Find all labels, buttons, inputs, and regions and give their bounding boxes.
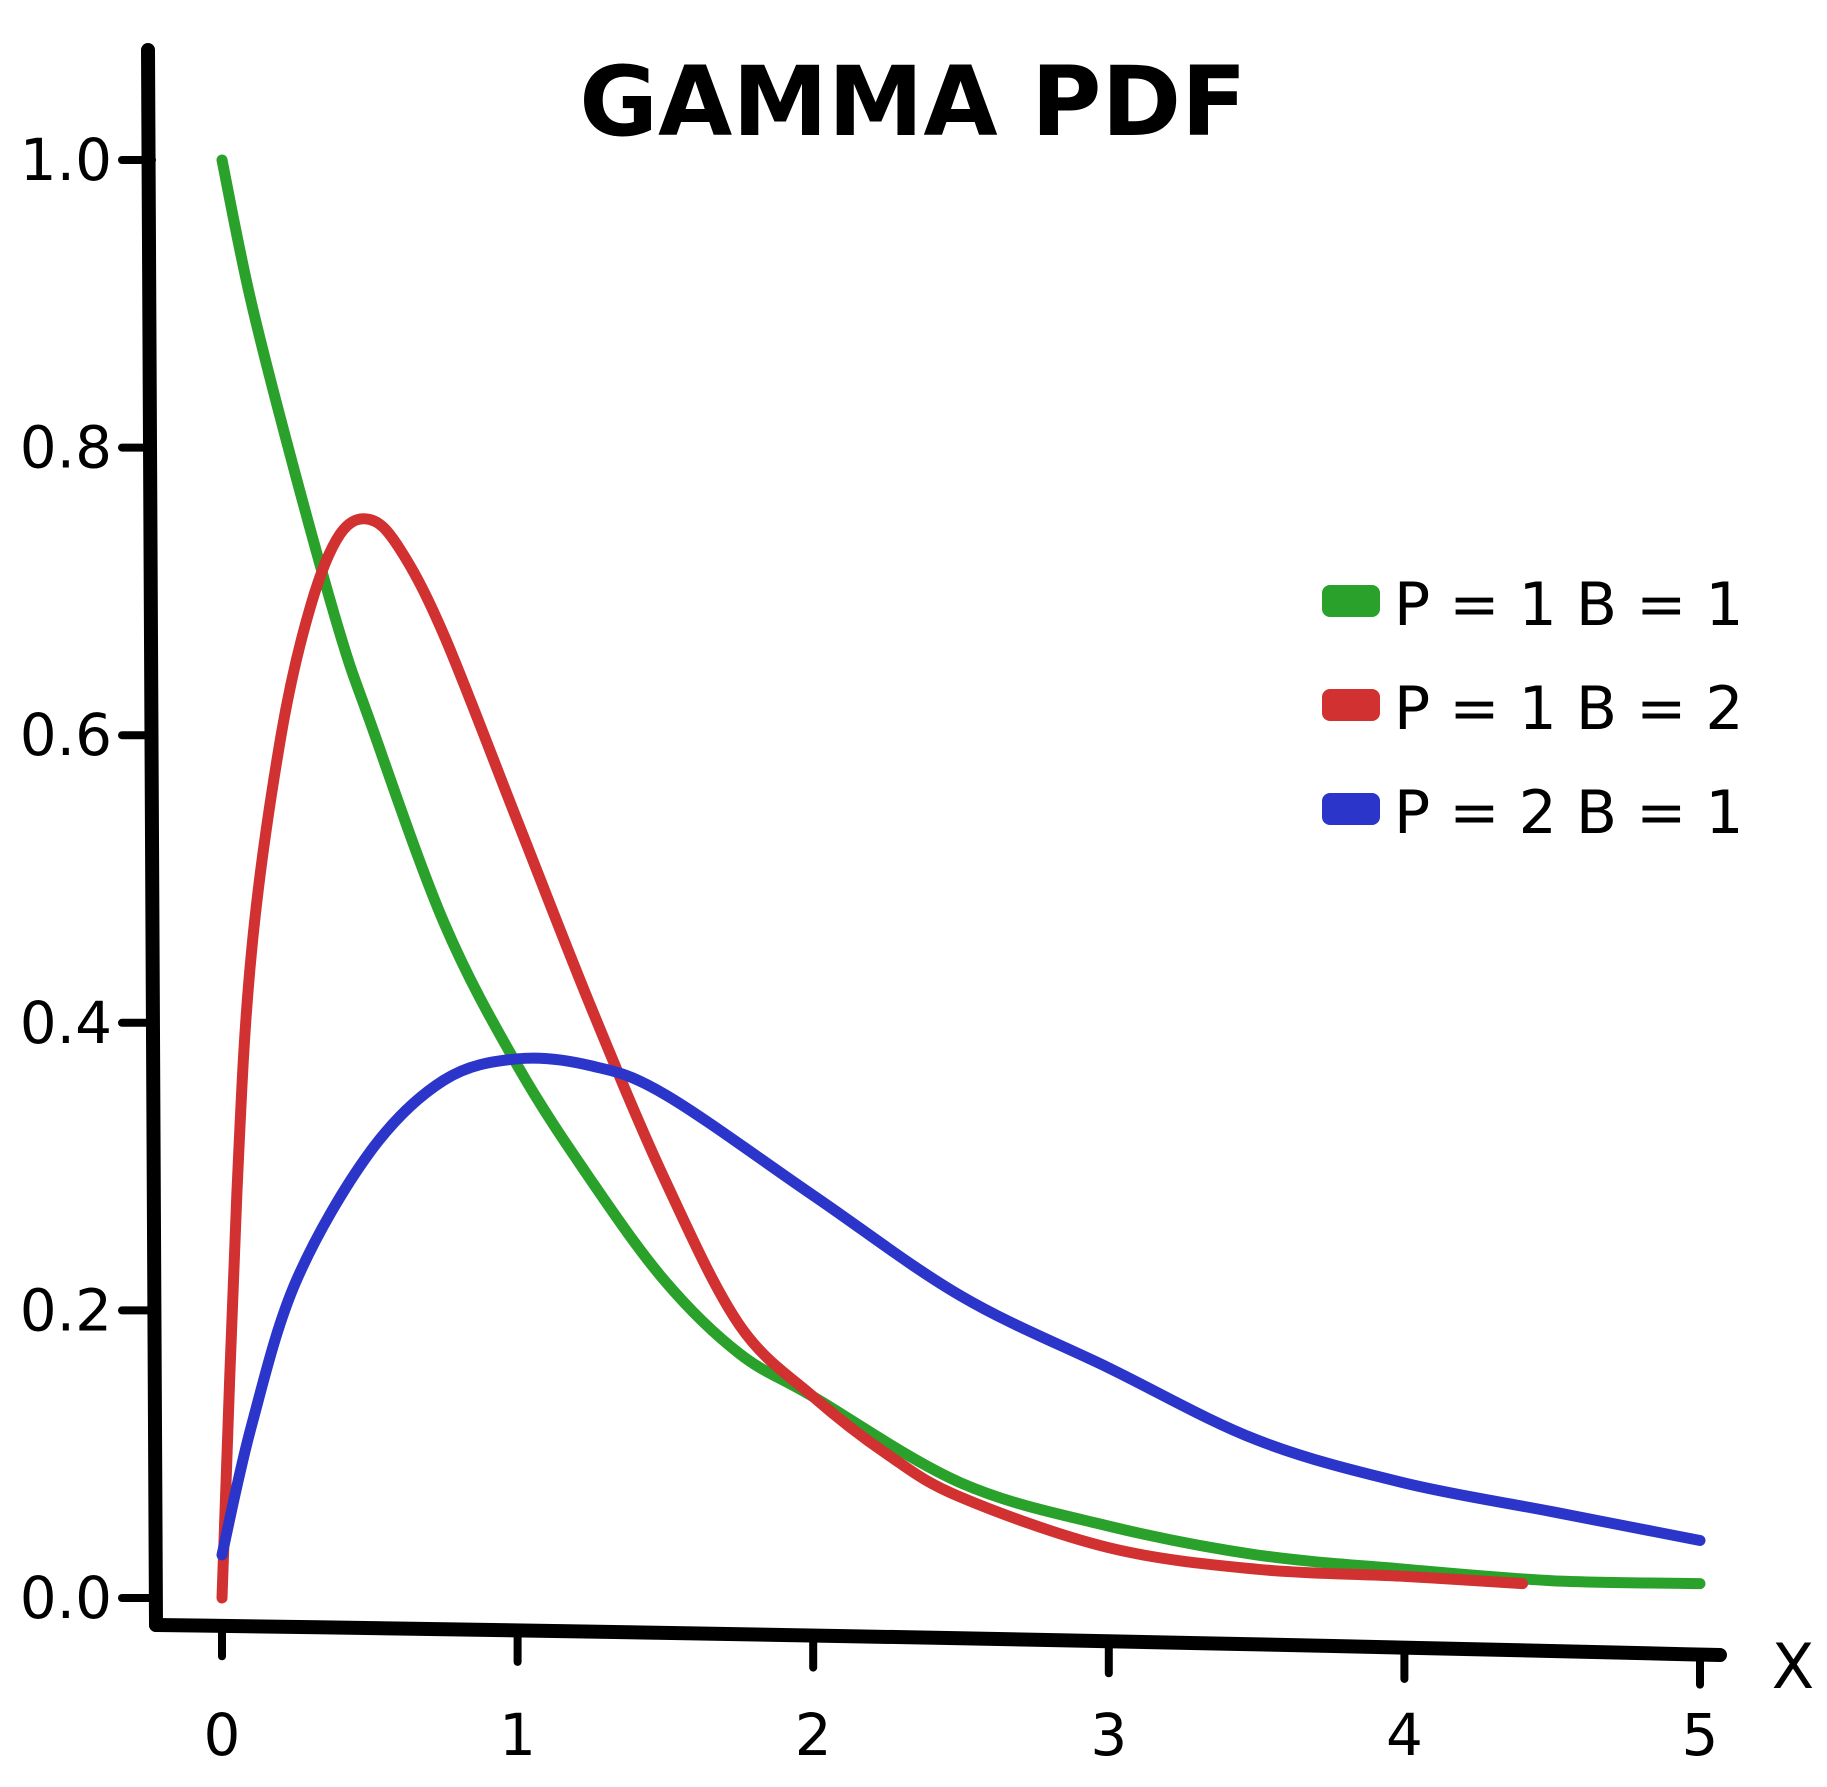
y-tick-label: 0.6: [20, 701, 112, 769]
x-tick-label: 3: [1090, 1701, 1127, 1769]
x-tick-label: 5: [1682, 1701, 1719, 1769]
legend-label: P = 1 B = 1: [1394, 570, 1744, 640]
series-line-2: [216, 513, 1529, 1604]
x-tick-label: 4: [1386, 1701, 1423, 1769]
x-tick-label: 2: [795, 1701, 832, 1769]
y-axis-line: [141, 43, 163, 1632]
series-line-3: [216, 1052, 1706, 1561]
y-tick-label: 0.0: [20, 1564, 112, 1632]
series-line-1: [216, 154, 1706, 1590]
x-tick-label: 0: [204, 1701, 241, 1769]
y-tick-label: 0.8: [20, 414, 112, 482]
legend: P = 1 B = 1 P = 1 B = 2 P = 2 B = 1: [1322, 570, 1744, 848]
series-group: [216, 154, 1706, 1604]
y-tick-label: 0.2: [20, 1276, 112, 1344]
chart-title: GAMMA PDF: [579, 46, 1247, 158]
x-axis-line: [149, 1618, 1727, 1662]
legend-swatch: [1322, 793, 1380, 825]
y-tick-label: 0.4: [20, 989, 112, 1057]
legend-swatch: [1322, 689, 1380, 721]
y-ticks: 0.0 0.2 0.4 0.6 0.8 1.0: [20, 126, 156, 1632]
y-tick-label: 1.0: [20, 126, 112, 194]
legend-label: P = 1 B = 2: [1394, 674, 1744, 744]
x-axis-label: X: [1772, 1630, 1814, 1703]
x-ticks: 0 1 2 3 4 5: [204, 1620, 1719, 1769]
legend-label: P = 2 B = 1: [1394, 778, 1744, 848]
legend-swatch: [1322, 585, 1380, 617]
axes: [141, 43, 1727, 1662]
x-tick-label: 1: [499, 1701, 536, 1769]
